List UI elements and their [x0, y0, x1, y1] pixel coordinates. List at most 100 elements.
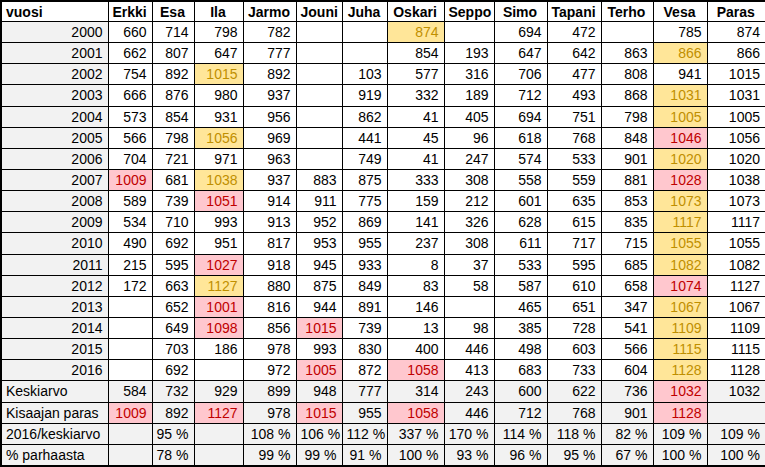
- cell-2013-seppo[interactable]: [444, 296, 494, 317]
- cell-2016-vesa[interactable]: 1128: [653, 360, 707, 381]
- cell-2015-oskari[interactable]: 400: [387, 339, 444, 360]
- cell-2016-jarmo[interactable]: 972: [243, 360, 296, 381]
- cell-2010-erkki[interactable]: 490: [108, 233, 152, 254]
- cell-2005-seppo[interactable]: 96: [444, 127, 494, 148]
- column-header-vuosi[interactable]: vuosi: [1, 1, 108, 22]
- row-label-2014[interactable]: 2014: [1, 317, 108, 338]
- row-label-2002[interactable]: 2002: [1, 64, 108, 85]
- cell-2006-oskari[interactable]: 41: [387, 148, 444, 169]
- cell-kisaajan-paras-jarmo[interactable]: 978: [243, 402, 296, 423]
- cell-2005-simo[interactable]: 618: [494, 127, 547, 148]
- cell-2016-erkki[interactable]: [108, 360, 152, 381]
- cell-2012-juha[interactable]: 849: [342, 275, 387, 296]
- cell-2011-ila[interactable]: 1027: [194, 254, 243, 275]
- row-label-2008[interactable]: 2008: [1, 191, 108, 212]
- cell-keskiarvo-ila[interactable]: 929: [194, 381, 243, 402]
- cell-2002-seppo[interactable]: 316: [444, 64, 494, 85]
- cell-2015-seppo[interactable]: 446: [444, 339, 494, 360]
- cell-2009-tapani[interactable]: 615: [547, 212, 601, 233]
- cell-2000-oskari[interactable]: 874: [387, 22, 444, 43]
- cell-2012-simo[interactable]: 587: [494, 275, 547, 296]
- row-label-2009[interactable]: 2009: [1, 212, 108, 233]
- cell-2000-jarmo[interactable]: 782: [243, 22, 296, 43]
- cell-2009-jouni[interactable]: 952: [296, 212, 342, 233]
- cell-2013-paras[interactable]: 1067: [707, 296, 765, 317]
- cell-2003-terho[interactable]: 868: [601, 85, 653, 106]
- cell-2016-juha[interactable]: 872: [342, 360, 387, 381]
- cell-parhaasta-esa[interactable]: 78 %: [152, 444, 194, 466]
- cell-2000-vesa[interactable]: 785: [653, 22, 707, 43]
- column-header-paras[interactable]: Paras: [707, 1, 765, 22]
- cell-2001-vesa[interactable]: 866: [653, 43, 707, 64]
- cell-2003-oskari[interactable]: 332: [387, 85, 444, 106]
- cell-2016-tapani[interactable]: 733: [547, 360, 601, 381]
- cell-2001-esa[interactable]: 807: [152, 43, 194, 64]
- cell-2003-juha[interactable]: 919: [342, 85, 387, 106]
- cell-2015-ila[interactable]: 186: [194, 339, 243, 360]
- cell-2014-tapani[interactable]: 728: [547, 317, 601, 338]
- cell-2004-ila[interactable]: 931: [194, 106, 243, 127]
- cell-2015-jarmo[interactable]: 978: [243, 339, 296, 360]
- cell-2008-seppo[interactable]: 212: [444, 191, 494, 212]
- cell-2011-esa[interactable]: 595: [152, 254, 194, 275]
- cell-parhaasta-jouni[interactable]: 99 %: [296, 444, 342, 466]
- cell-2004-erkki[interactable]: 573: [108, 106, 152, 127]
- cell-2007-esa[interactable]: 681: [152, 169, 194, 190]
- cell-parhaasta-oskari[interactable]: 100 %: [387, 444, 444, 466]
- cell-2003-jouni[interactable]: [296, 85, 342, 106]
- cell-2008-jarmo[interactable]: 914: [243, 191, 296, 212]
- cell-2004-jouni[interactable]: [296, 106, 342, 127]
- cell-keskiarvo-erkki[interactable]: 584: [108, 381, 152, 402]
- cell-2000-esa[interactable]: 714: [152, 22, 194, 43]
- cell-2005-jouni[interactable]: [296, 127, 342, 148]
- column-header-esa[interactable]: Esa: [152, 1, 194, 22]
- cell-keskiarvo-tapani[interactable]: 622: [547, 381, 601, 402]
- cell-2000-tapani[interactable]: 472: [547, 22, 601, 43]
- cell-parhaasta-paras[interactable]: 100 %: [707, 444, 765, 466]
- cell-2000-ila[interactable]: 798: [194, 22, 243, 43]
- cell-2003-jarmo[interactable]: 937: [243, 85, 296, 106]
- cell-keskiarvo-esa[interactable]: 732: [152, 381, 194, 402]
- cell-2009-seppo[interactable]: 326: [444, 212, 494, 233]
- cell-2016-keskiarvo-paras[interactable]: 109 %: [707, 423, 765, 444]
- cell-2007-oskari[interactable]: 333: [387, 169, 444, 190]
- row-label-2016-keskiarvo[interactable]: 2016/keskiarvo: [1, 423, 108, 444]
- cell-2016-oskari[interactable]: 1058: [387, 360, 444, 381]
- row-label-2007[interactable]: 2007: [1, 169, 108, 190]
- cell-2016-keskiarvo-terho[interactable]: 82 %: [601, 423, 653, 444]
- cell-2016-keskiarvo-ila[interactable]: [194, 423, 243, 444]
- cell-keskiarvo-jouni[interactable]: 948: [296, 381, 342, 402]
- cell-2001-tapani[interactable]: 642: [547, 43, 601, 64]
- cell-2013-oskari[interactable]: 146: [387, 296, 444, 317]
- cell-2010-jarmo[interactable]: 817: [243, 233, 296, 254]
- row-label-2013[interactable]: 2013: [1, 296, 108, 317]
- cell-2007-jouni[interactable]: 883: [296, 169, 342, 190]
- cell-2012-seppo[interactable]: 58: [444, 275, 494, 296]
- cell-kisaajan-paras-esa[interactable]: 892: [152, 402, 194, 423]
- cell-2004-oskari[interactable]: 41: [387, 106, 444, 127]
- cell-2013-esa[interactable]: 652: [152, 296, 194, 317]
- cell-keskiarvo-simo[interactable]: 600: [494, 381, 547, 402]
- cell-2014-simo[interactable]: 385: [494, 317, 547, 338]
- row-label-2015[interactable]: 2015: [1, 339, 108, 360]
- cell-2009-oskari[interactable]: 141: [387, 212, 444, 233]
- cell-2001-paras[interactable]: 866: [707, 43, 765, 64]
- cell-2000-jouni[interactable]: [296, 22, 342, 43]
- cell-2008-simo[interactable]: 601: [494, 191, 547, 212]
- cell-2005-vesa[interactable]: 1046: [653, 127, 707, 148]
- cell-2001-juha[interactable]: [342, 43, 387, 64]
- row-label-2003[interactable]: 2003: [1, 85, 108, 106]
- cell-2015-tapani[interactable]: 603: [547, 339, 601, 360]
- cell-2016-keskiarvo-oskari[interactable]: 337 %: [387, 423, 444, 444]
- cell-2000-seppo[interactable]: [444, 22, 494, 43]
- cell-2009-ila[interactable]: 993: [194, 212, 243, 233]
- cell-2007-vesa[interactable]: 1028: [653, 169, 707, 190]
- cell-2007-ila[interactable]: 1038: [194, 169, 243, 190]
- cell-2012-jouni[interactable]: 875: [296, 275, 342, 296]
- cell-2001-ila[interactable]: 647: [194, 43, 243, 64]
- cell-2013-simo[interactable]: 465: [494, 296, 547, 317]
- cell-2014-oskari[interactable]: 13: [387, 317, 444, 338]
- cell-2010-esa[interactable]: 692: [152, 233, 194, 254]
- row-label-2001[interactable]: 2001: [1, 43, 108, 64]
- row-label-2016[interactable]: 2016: [1, 360, 108, 381]
